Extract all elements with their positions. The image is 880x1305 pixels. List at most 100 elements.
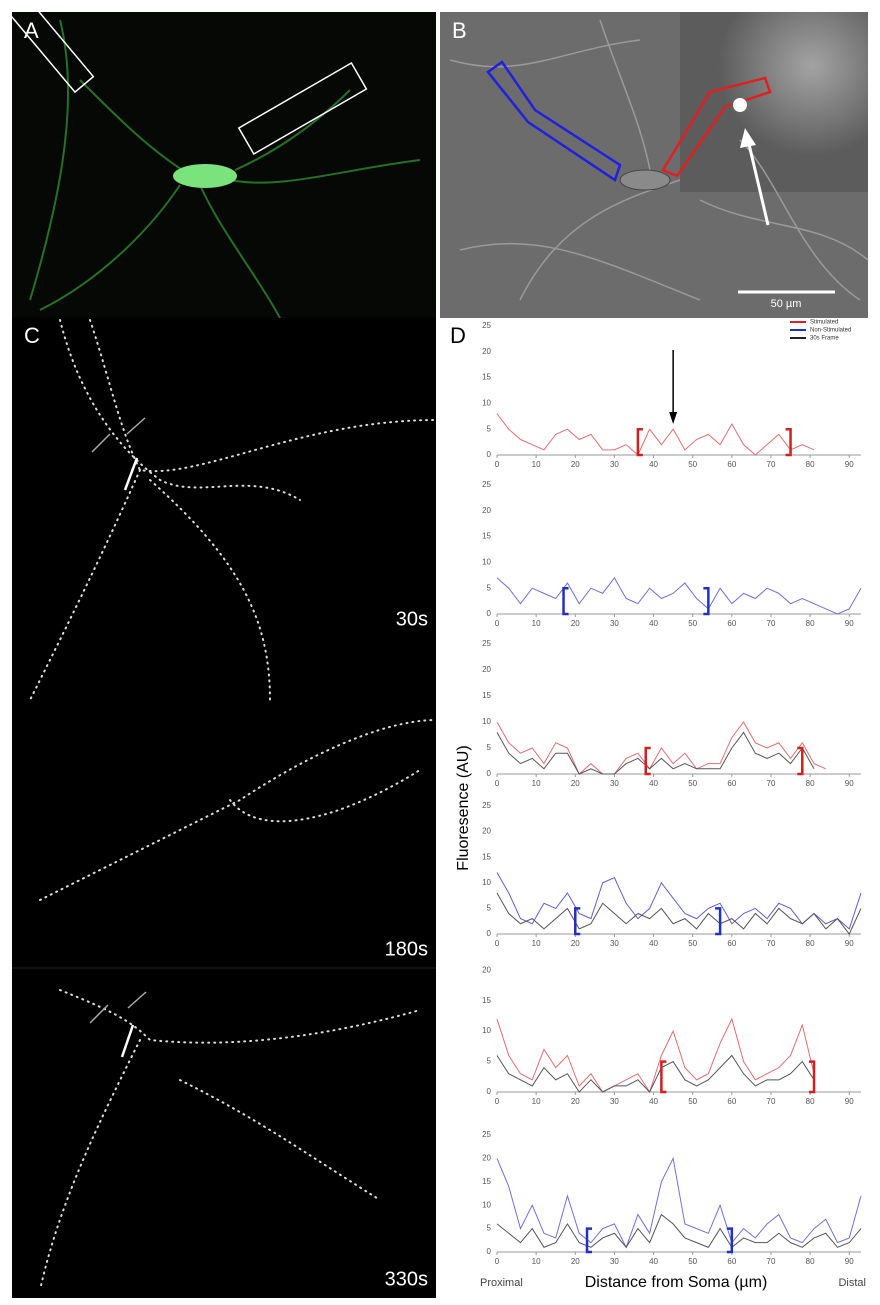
y-tick-label: 20 [482, 347, 491, 356]
x-tick-label: 20 [571, 460, 580, 469]
x-tick-label: 40 [649, 1097, 658, 1106]
legend-label: Stimulated [810, 320, 838, 326]
y-tick-label: 25 [482, 801, 491, 810]
trace [496, 413, 815, 456]
y-tick-label: 0 [487, 1087, 492, 1096]
x-tick-label: 90 [845, 619, 854, 628]
bracket [703, 586, 710, 616]
y-tick-label: 15 [482, 532, 491, 541]
x-tick-label: 60 [727, 619, 736, 628]
bracket [636, 427, 643, 457]
y-tick-label: 5 [487, 1224, 492, 1233]
x-tick-label: 0 [495, 1097, 500, 1106]
x-tick-label: 60 [727, 779, 736, 788]
panel-label: A [24, 18, 39, 43]
x-tick-label: 60 [727, 460, 736, 469]
bracket [562, 586, 569, 616]
dic-processes [449, 19, 869, 301]
roi-box [237, 61, 368, 156]
panel-label: B [452, 18, 467, 43]
x-tick-label: 70 [767, 1097, 776, 1106]
roi-box [3, 0, 95, 94]
x-tick-label: 50 [688, 779, 697, 788]
x-tick-label: 80 [806, 779, 815, 788]
x-tick-label: 10 [532, 619, 541, 628]
trace [496, 576, 862, 615]
y-tick-label: 15 [482, 373, 491, 382]
arrow [746, 139, 770, 226]
arrow-head [740, 128, 756, 148]
x-tick-label: 80 [806, 1097, 815, 1106]
x-tick-label: 90 [845, 1097, 854, 1106]
x-tick-label: 50 [688, 939, 697, 948]
glow [680, 12, 868, 192]
y-tick-label: 20 [482, 665, 491, 674]
x-axis-label: Distance from Soma (µm) [585, 1274, 768, 1291]
distal-label: Distal [838, 1277, 866, 1289]
y-axis-label: Fluoresence (AU) [455, 745, 472, 870]
x-tick-label: 80 [806, 619, 815, 628]
panel-label: C [24, 323, 40, 348]
bracket [585, 1227, 593, 1254]
x-tick-label: 0 [495, 779, 500, 788]
x-tick-label: 30 [610, 779, 619, 788]
x-tick-label: 80 [806, 1257, 815, 1266]
x-tick-label: 0 [495, 619, 500, 628]
y-tick-label: 10 [482, 878, 491, 887]
x-tick-label: 80 [806, 939, 815, 948]
x-tick-label: 90 [845, 939, 854, 948]
x-tick-label: 30 [610, 1257, 619, 1266]
time-label: 30s [396, 608, 428, 630]
legend-label: Non-Stimulated [810, 328, 851, 334]
y-tick-label: 15 [482, 1177, 491, 1186]
y-tick-label: 10 [482, 1026, 491, 1035]
x-tick-label: 40 [649, 619, 658, 628]
x-tick-label: 20 [571, 779, 580, 788]
y-tick-label: 10 [482, 1200, 491, 1209]
trace [496, 1017, 815, 1094]
y-tick-label: 20 [482, 965, 491, 974]
trace [496, 731, 815, 775]
x-tick-label: 20 [571, 619, 580, 628]
y-tick-label: 5 [487, 743, 492, 752]
bracket [660, 1060, 667, 1094]
y-tick-label: 15 [482, 996, 491, 1005]
y-tick-label: 5 [487, 1057, 492, 1066]
x-tick-label: 70 [767, 779, 776, 788]
y-tick-label: 0 [487, 769, 492, 778]
x-tick-label: 20 [571, 1097, 580, 1106]
x-tick-label: 70 [767, 619, 776, 628]
y-tick-label: 10 [482, 717, 491, 726]
x-tick-label: 60 [727, 1257, 736, 1266]
x-tick-label: 20 [571, 939, 580, 948]
x-tick-label: 30 [610, 939, 619, 948]
bracket [726, 1227, 734, 1254]
x-tick-label: 10 [532, 779, 541, 788]
y-tick-label: 5 [487, 424, 492, 433]
y-tick-label: 0 [487, 1247, 492, 1256]
y-tick-label: 15 [482, 691, 491, 700]
y-tick-label: 0 [487, 450, 492, 459]
x-tick-label: 50 [688, 1257, 697, 1266]
panel-label: D [450, 323, 466, 348]
trace [496, 1156, 862, 1249]
x-tick-label: 30 [610, 619, 619, 628]
soma-b [619, 169, 671, 191]
x-tick-label: 50 [688, 619, 697, 628]
y-tick-label: 15 [482, 852, 491, 861]
x-tick-label: 0 [495, 1257, 500, 1266]
x-tick-label: 30 [610, 1097, 619, 1106]
y-tick-label: 20 [482, 1154, 491, 1163]
x-tick-label: 30 [610, 460, 619, 469]
arrow-head [669, 412, 678, 425]
trace [496, 872, 862, 930]
x-tick-label: 20 [571, 1257, 580, 1266]
neuron-a [29, 19, 421, 319]
bracket [809, 1060, 816, 1094]
y-tick-label: 10 [482, 399, 491, 408]
x-tick-label: 70 [767, 460, 776, 469]
pipette-tip [733, 98, 747, 112]
x-tick-label: 10 [532, 939, 541, 948]
trace [496, 721, 826, 775]
x-tick-label: 40 [649, 939, 658, 948]
